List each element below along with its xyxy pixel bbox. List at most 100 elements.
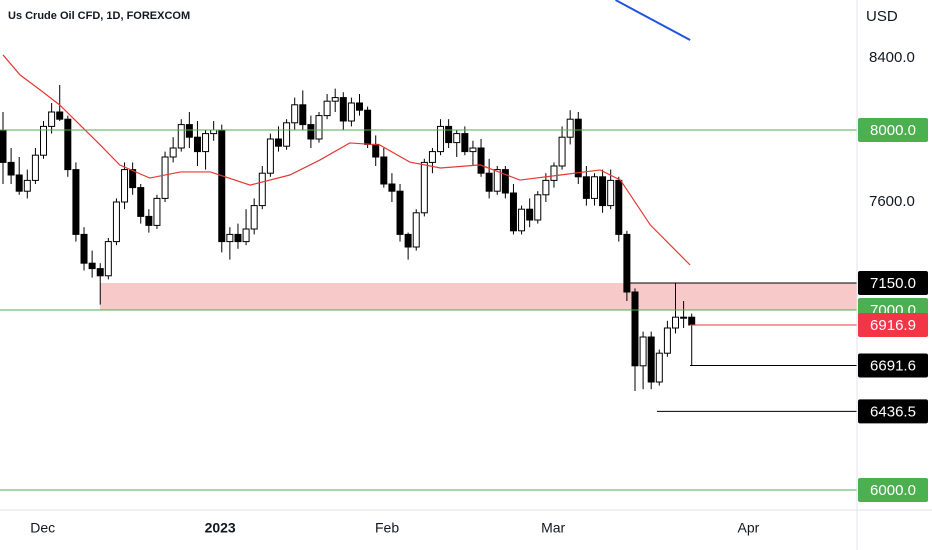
price-label-box: [858, 399, 928, 424]
price-label: 6691.6: [870, 357, 916, 374]
candle-body: [412, 212, 420, 248]
price-label-box: [858, 478, 928, 503]
candle-body: [445, 125, 453, 144]
candle-body: [202, 133, 210, 153]
candle-body: [501, 169, 509, 194]
candle-body: [161, 156, 169, 199]
y-tick-label: 8400.0: [869, 49, 915, 66]
candle-body: [242, 228, 250, 243]
plot-area: [0, 0, 857, 491]
candle-body: [129, 169, 137, 189]
candle-body: [80, 233, 88, 264]
candle-body: [558, 136, 566, 167]
candle-body: [347, 102, 355, 122]
candle-body: [0, 129, 7, 163]
candle-body: [582, 176, 590, 199]
candle-body: [121, 169, 129, 203]
candle-body: [250, 205, 258, 230]
candle-body: [7, 161, 15, 176]
candle-body: [380, 156, 388, 185]
candle-body: [655, 352, 663, 383]
candle-body: [307, 124, 315, 140]
candle-body: [112, 201, 120, 243]
candle-body: [31, 154, 39, 181]
candle-body: [323, 100, 331, 117]
candle-body: [509, 192, 517, 232]
candle-body: [485, 172, 493, 192]
candle-body: [88, 262, 96, 270]
candle-body: [631, 291, 639, 367]
candle-body: [574, 118, 582, 178]
candle-body: [72, 169, 80, 235]
candle-body: [672, 316, 680, 329]
candle-body: [64, 118, 72, 171]
indicator-line: [615, 0, 691, 41]
candle-body: [218, 129, 226, 243]
x-tick-label: 2023: [205, 520, 236, 536]
x-tick-label: Mar: [541, 520, 565, 536]
price-label: 6916.9: [870, 317, 916, 334]
price-label: 7150.0: [870, 275, 916, 292]
candle-body: [647, 336, 655, 383]
x-tick-label: Feb: [375, 520, 399, 536]
candle-body: [226, 233, 234, 243]
candle-body: [48, 111, 56, 127]
candle-body: [469, 147, 477, 153]
candle-body: [169, 147, 177, 158]
candle-body: [663, 327, 671, 354]
candle-body: [193, 136, 201, 153]
candle-body: [590, 176, 598, 199]
candle-body: [339, 97, 347, 122]
price-label: 8000.0: [870, 122, 916, 139]
candle-body: [493, 169, 501, 192]
candle-body: [526, 208, 534, 221]
candle-body: [461, 133, 469, 153]
candle-body: [372, 143, 380, 158]
candle-body: [599, 176, 607, 207]
candle-body: [420, 161, 428, 214]
candle-body: [453, 133, 461, 144]
candle-body: [185, 124, 193, 138]
candle-body: [177, 124, 185, 149]
candle-body: [542, 179, 550, 196]
candle-body: [364, 109, 372, 145]
candle-body: [615, 179, 623, 235]
x-tick-label: Apr: [738, 520, 760, 536]
indicator-line: [2, 54, 691, 266]
candle-body: [153, 197, 161, 226]
candle-body: [680, 316, 688, 319]
candle-body: [315, 115, 323, 140]
candle-body: [104, 241, 112, 277]
price-label: 6436.5: [870, 403, 916, 420]
candle-body: [291, 104, 299, 124]
currency-label: USD: [866, 8, 898, 25]
price-label: 6000.0: [870, 482, 916, 499]
price-label-box: [858, 353, 928, 378]
candle-body: [15, 174, 23, 192]
candle-body: [550, 165, 558, 181]
price-label-box: [858, 117, 928, 142]
candle-body: [623, 233, 631, 293]
candle-body: [299, 104, 307, 126]
candle-body: [356, 102, 364, 111]
candle-body: [388, 183, 396, 192]
candle-body: [56, 111, 64, 120]
price-label-box: [858, 270, 928, 295]
candle-body: [210, 129, 218, 135]
candle-body: [234, 233, 242, 243]
candle-body: [477, 147, 485, 174]
candle-body: [534, 194, 542, 221]
x-tick-label: Dec: [30, 520, 55, 536]
candle-body: [688, 316, 696, 326]
candle-body: [404, 233, 412, 248]
chart-title: Us Crude Oil CFD, 1D, FOREXCOM: [8, 10, 190, 22]
candle-body: [639, 336, 647, 367]
candle-body: [566, 118, 574, 138]
candle-body: [607, 179, 615, 207]
candle-body: [145, 215, 153, 226]
candle-body: [331, 97, 339, 102]
candle-body: [437, 125, 445, 153]
candle-body: [96, 268, 104, 277]
